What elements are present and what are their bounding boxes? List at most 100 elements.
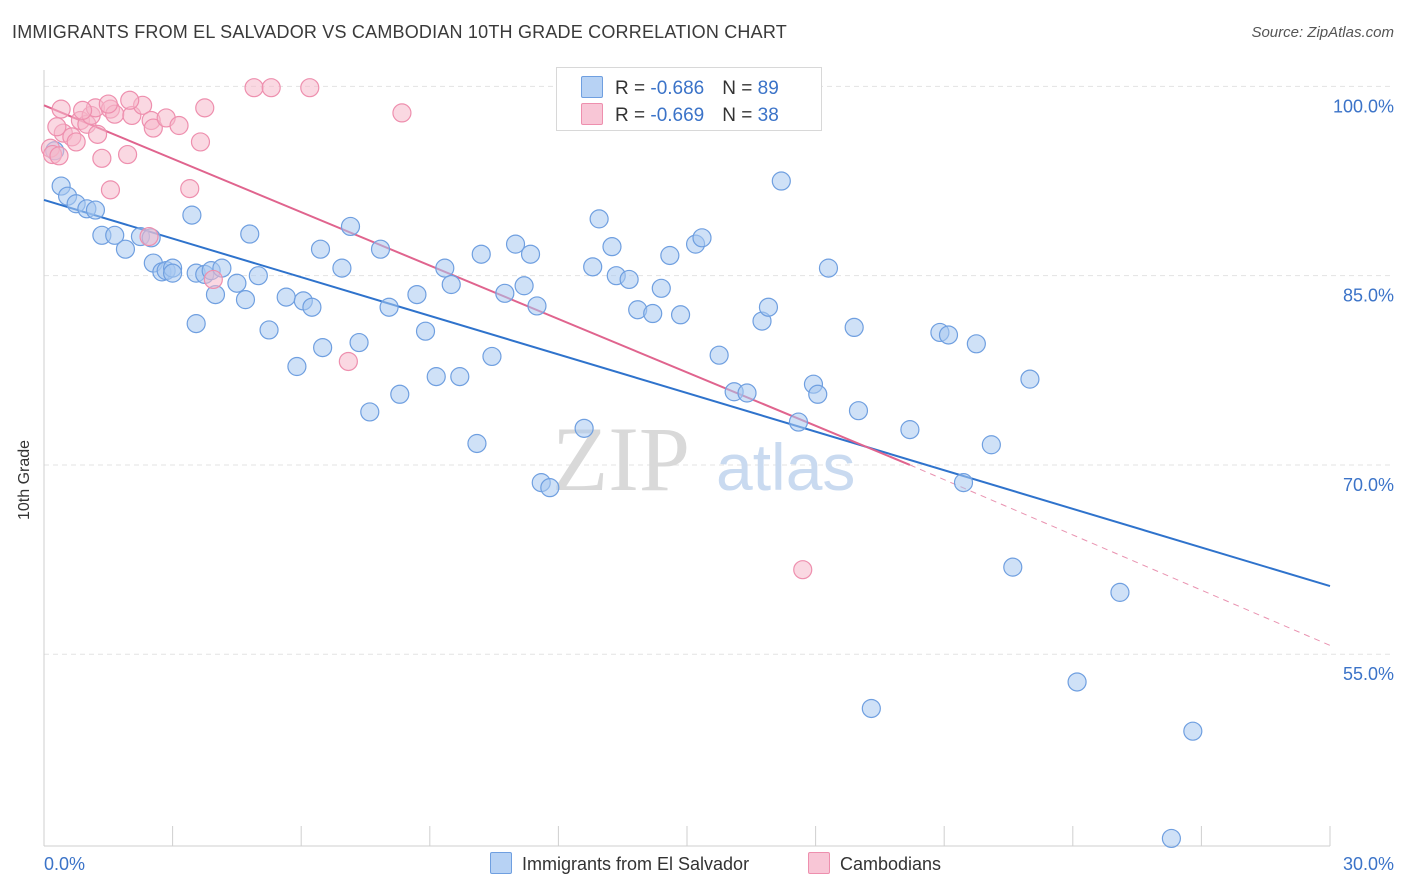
legend-item-el-salvador: Immigrants from El Salvador [490, 852, 749, 875]
point-el-salvador [966, 334, 986, 354]
point-el-salvador [349, 332, 369, 353]
r-label: R = [615, 105, 651, 126]
point-el-salvador [520, 244, 541, 264]
trend-line-el-salvador [43, 199, 1331, 588]
trend-lines [43, 104, 1331, 646]
axes [43, 70, 1331, 847]
point-el-salvador [505, 234, 526, 254]
trend-line-cambodian [43, 104, 911, 466]
grid-lines [44, 85, 1394, 655]
point-cambodian [117, 144, 138, 165]
watermark: ZIP atlas [552, 408, 855, 510]
stats-row-pink: R = -0.669 N = 38 [581, 103, 779, 126]
n-label: N = [722, 105, 758, 126]
point-cambodian [338, 351, 358, 372]
point-el-salvador [583, 257, 603, 277]
point-el-salvador [435, 258, 455, 278]
point-el-salvador [415, 321, 436, 341]
point-cambodian [47, 117, 67, 137]
point-el-salvador [861, 698, 881, 719]
tick-labels: 100.0% 85.0% 70.0% 55.0% 0.0% 30.0% [44, 96, 1394, 874]
y-tick-label: 70.0% [1343, 475, 1394, 495]
point-cambodian [793, 560, 813, 580]
point-el-salvador [900, 420, 920, 440]
pink-swatch [808, 852, 830, 874]
point-cambodian [87, 124, 108, 144]
point-el-salvador [1110, 582, 1130, 602]
point-cambodian [203, 269, 223, 290]
point-el-salvador [660, 245, 680, 266]
point-el-salvador [313, 337, 333, 358]
trend-line-cambodian-extension [909, 464, 1331, 646]
point-el-salvador [105, 225, 125, 245]
point-el-salvador [619, 269, 639, 290]
point-el-salvador [808, 384, 828, 404]
point-el-salvador [589, 209, 609, 229]
point-el-salvador [115, 239, 136, 259]
point-el-salvador [670, 305, 691, 325]
point-el-salvador [407, 284, 427, 305]
r-label: R = [615, 78, 651, 99]
point-cambodian [244, 78, 264, 98]
point-cambodian [190, 132, 211, 152]
point-el-salvador [426, 367, 446, 387]
point-cambodian [139, 226, 159, 247]
point-el-salvador [495, 283, 515, 303]
point-cambodian [195, 98, 215, 118]
point-cambodian [120, 90, 140, 110]
data-points [40, 78, 1203, 849]
point-el-salvador [467, 433, 487, 454]
point-el-salvador [482, 346, 502, 367]
point-el-salvador [953, 473, 974, 493]
point-el-salvador [340, 216, 361, 237]
point-el-salvador [574, 418, 594, 438]
point-el-salvador [848, 401, 869, 421]
point-el-salvador [771, 171, 791, 191]
point-el-salvador [844, 317, 864, 338]
point-cambodian [180, 179, 200, 199]
series-legend: Immigrants from El Salvador Cambodians [0, 852, 1406, 876]
source-label: Source: ZipAtlas.com [1251, 24, 1394, 41]
pink-swatch [581, 103, 603, 125]
stats-legend: R = -0.686 N = 89 R = -0.669 N = 38 [556, 67, 822, 131]
point-el-salvador [332, 258, 352, 278]
point-el-salvador [287, 356, 307, 377]
point-el-salvador [1161, 828, 1181, 849]
point-el-salvador [758, 297, 779, 317]
point-cambodian [100, 180, 121, 200]
point-el-salvador [450, 367, 470, 387]
point-el-salvador [379, 297, 399, 317]
point-el-salvador [540, 478, 560, 498]
point-el-salvador [259, 320, 279, 340]
blue-swatch [490, 852, 512, 874]
point-el-salvador [310, 239, 331, 259]
point-el-salvador [370, 239, 391, 259]
point-cambodian [169, 115, 189, 136]
point-el-salvador [788, 412, 809, 432]
point-cambodian [300, 78, 320, 98]
r-value: -0.669 [650, 105, 705, 126]
point-el-salvador [441, 274, 461, 295]
point-el-salvador [235, 290, 256, 310]
point-el-salvador [527, 296, 547, 316]
legend-item-cambodians: Cambodians [808, 852, 941, 875]
y-tick-label: 100.0% [1333, 96, 1394, 116]
n-value: 38 [757, 105, 779, 126]
point-el-salvador [248, 266, 268, 286]
x-tick-label: 30.0% [1343, 854, 1394, 874]
point-el-salvador [737, 383, 757, 403]
point-el-salvador [981, 435, 1001, 455]
point-el-salvador [938, 325, 959, 345]
point-el-salvador [643, 303, 663, 324]
point-el-salvador [1020, 369, 1040, 389]
point-el-salvador [651, 278, 671, 298]
x-tick-label: 0.0% [44, 854, 85, 874]
point-el-salvador [602, 237, 622, 257]
point-el-salvador [818, 258, 839, 278]
r-value: -0.686 [650, 78, 705, 99]
blue-swatch [581, 76, 603, 98]
point-cambodian [66, 132, 86, 152]
legend-label: Cambodians [840, 854, 942, 874]
point-el-salvador [471, 244, 491, 264]
point-cambodian [51, 99, 71, 119]
